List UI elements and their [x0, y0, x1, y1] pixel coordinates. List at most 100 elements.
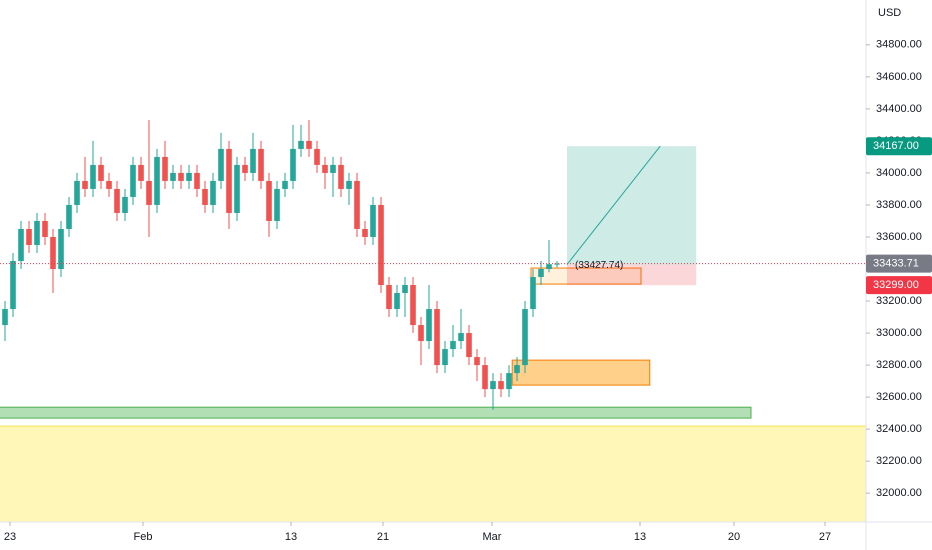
candle-body — [530, 277, 536, 310]
candle-body — [178, 172, 184, 181]
candle-body — [242, 164, 248, 173]
zone — [530, 267, 642, 285]
candle-body — [514, 365, 520, 374]
candle-body — [274, 188, 280, 221]
candle-body — [18, 228, 24, 261]
candle-body — [194, 172, 200, 189]
candle-body — [298, 140, 304, 149]
candle-body — [74, 180, 80, 205]
candle-body — [130, 164, 136, 197]
candle-body — [498, 381, 504, 390]
y-tick-label: 32200.00 — [876, 455, 922, 467]
profit-zone — [567, 146, 697, 265]
loss-zone — [567, 264, 697, 286]
target-price-label: 34167.00 — [873, 140, 919, 152]
candle-body — [314, 148, 320, 165]
candle-body — [546, 264, 552, 270]
candle-body — [202, 188, 208, 205]
candle-body — [506, 373, 512, 390]
candle-body — [346, 180, 352, 189]
candle-body — [186, 172, 192, 181]
y-tick-label: 34800.00 — [876, 39, 922, 51]
candle-body — [362, 228, 368, 237]
candle-body — [354, 180, 360, 229]
candle-body — [106, 180, 112, 189]
entry-annotation: (33427.74) — [575, 260, 623, 271]
x-tick-label: Feb — [134, 531, 153, 543]
candle-body — [402, 285, 408, 294]
candle-body — [162, 156, 168, 181]
zone — [511, 359, 651, 386]
candle-body — [138, 164, 144, 181]
y-tick-label: 32400.00 — [876, 423, 922, 435]
candle-body — [418, 325, 424, 342]
y-tick-label: 33000.00 — [876, 327, 922, 339]
candle-body — [450, 341, 456, 350]
candle-body — [34, 220, 40, 245]
candle-body — [442, 349, 448, 366]
currency-label: USD — [878, 7, 901, 19]
candle-body — [210, 180, 216, 205]
candle-body — [554, 263, 560, 265]
candle-body — [482, 365, 488, 390]
stop-price-label: 33299.00 — [873, 279, 919, 291]
candle-body — [322, 164, 328, 173]
y-tick-label: 32000.00 — [876, 487, 922, 499]
x-tick-label: 21 — [377, 531, 389, 543]
candle-body — [42, 220, 48, 237]
candle-body — [114, 188, 120, 213]
y-tick-label: 33600.00 — [876, 231, 922, 243]
x-tick-label: 20 — [728, 531, 740, 543]
candle-body — [410, 285, 416, 326]
candle-body — [266, 180, 272, 221]
y-tick-label: 34600.00 — [876, 71, 922, 83]
candle-body — [50, 236, 56, 270]
x-tick-label: 27 — [819, 531, 831, 543]
candle-body — [490, 381, 496, 390]
candle-body — [538, 269, 544, 278]
candle-body — [170, 172, 176, 181]
candle-body — [98, 164, 104, 181]
candle-body — [426, 309, 432, 342]
candle-body — [90, 164, 96, 189]
zone — [0, 425, 866, 522]
x-tick-label: Mar — [483, 531, 502, 543]
candle-body — [234, 164, 240, 213]
candle-body — [466, 333, 472, 358]
y-tick-label: 32600.00 — [876, 391, 922, 403]
candle-body — [226, 148, 232, 213]
position-path — [566, 145, 661, 265]
candle-body — [66, 204, 72, 229]
candle-body — [146, 180, 152, 205]
candle-body — [474, 357, 480, 366]
candle-body — [218, 148, 224, 181]
y-tick-label: 34000.00 — [876, 167, 922, 179]
stop-price-label-box — [866, 276, 932, 295]
x-tick-label: 13 — [285, 531, 297, 543]
candle-body — [10, 261, 16, 310]
last-price-label-box — [866, 254, 932, 273]
candle-body — [394, 293, 400, 310]
y-tick-label: 33800.00 — [876, 199, 922, 211]
candle-body — [26, 228, 32, 245]
candle-body — [458, 333, 464, 342]
target-price-label-box — [866, 137, 932, 156]
y-tick-label: 32800.00 — [876, 359, 922, 371]
candle-body — [330, 164, 336, 173]
x-tick-label: 13 — [634, 531, 646, 543]
candle-body — [522, 309, 528, 366]
x-tick-label: 23 — [4, 531, 16, 543]
candle-body — [434, 309, 440, 366]
candle-body — [250, 148, 256, 173]
candle-body — [290, 148, 296, 181]
candle-body — [58, 228, 64, 270]
candle-body — [258, 148, 264, 181]
candle-body — [154, 156, 160, 205]
candle-body — [2, 309, 8, 326]
candle-body — [282, 180, 288, 189]
candle-body — [306, 140, 312, 149]
last-price-label: 33433.71 — [873, 258, 919, 270]
candle-body — [370, 204, 376, 237]
plot-area: (33427.74) — [0, 120, 866, 522]
